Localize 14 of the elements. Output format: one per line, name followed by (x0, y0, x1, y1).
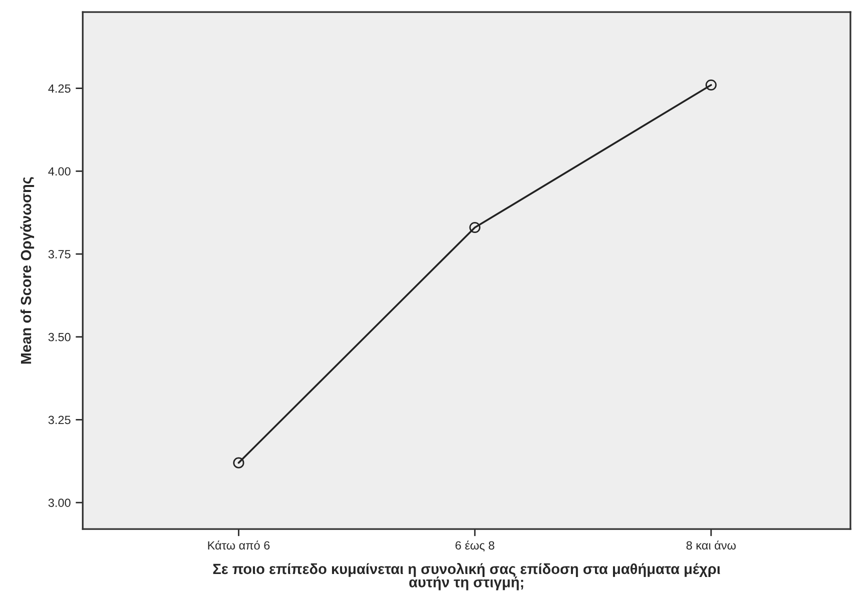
y-axis-title: Mean of Score Οργάνωσης (20, 177, 34, 364)
y-tick-label: 3.25 (48, 416, 70, 424)
y-tick-label: 3.75 (48, 250, 70, 258)
point (233, 457, 244, 468)
x-axis-title: Σε ποιο επίπεδο κυμαίνεται η συνολική σας επίδοση στα μαθήματα μέχρι αυτήν τη στιγμή; (213, 563, 720, 590)
x-tick-label: 8 και άνω (686, 540, 736, 550)
point (706, 79, 717, 91)
y-tick-label: 4.00 (48, 167, 70, 176)
point (469, 222, 480, 234)
y-tick-label: 3.50 (48, 332, 70, 342)
x-tick-label: 6 έως 8 (456, 540, 494, 552)
x-tick-label: Κάτω από 6 (208, 540, 270, 550)
y-tick-label: 3.00 (48, 498, 70, 507)
y-tick-label: 4.25 (48, 84, 70, 93)
